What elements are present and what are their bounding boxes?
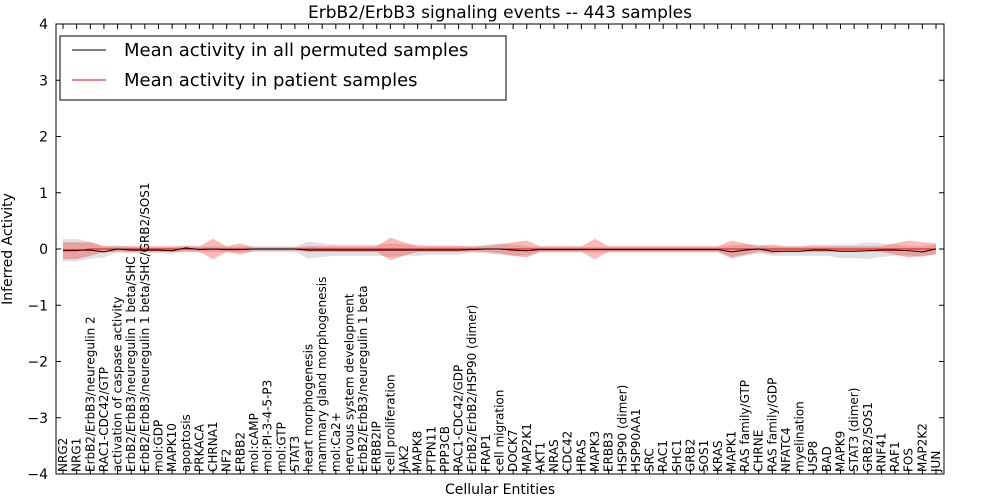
y-tick-label: −4 [27, 467, 48, 483]
x-tick-label: HSP90AA1 [629, 408, 643, 472]
x-tick-label: MAPK3 [588, 431, 602, 472]
x-tick-label: SHC1 [670, 439, 684, 472]
x-tick-label: GRB2 [683, 438, 697, 472]
x-tick-label: NRG1 [70, 438, 84, 472]
x-tick-label: heart morphogenesis [302, 344, 316, 472]
x-tick-label: RAC1 [656, 440, 670, 472]
y-tick-label: 2 [39, 130, 48, 146]
x-tick-label: ERBB2IP [370, 421, 384, 472]
x-tick-label: FOS [902, 448, 916, 472]
series-lines [63, 247, 937, 253]
y-axis-title: Inferred Activity [0, 193, 16, 305]
x-tick-label: STAT3 (dimer) [847, 388, 861, 472]
x-tick-label: nervous system development [342, 293, 356, 472]
x-tick-label: ErbB2/ErbB3/neuregulin 1 beta/SHC/GRB2/S… [138, 182, 152, 472]
x-tick-label: NRG2 [56, 438, 70, 472]
x-tick-label: AKT1 [533, 442, 547, 472]
y-tick-label: 4 [39, 17, 48, 33]
x-tick-label: myelination [793, 401, 807, 472]
y-axis: −4 −3 −2 −1 0 1 2 3 4 [27, 17, 944, 483]
x-tick-label: ErbB2/ErbB3/neuregulin 1 beta [356, 285, 370, 472]
x-tick-label: apoptosis [179, 414, 193, 472]
x-tick-label: RAF1 [888, 441, 902, 472]
x-tick-label: PPP3CB [438, 426, 452, 472]
legend-box [59, 35, 507, 101]
band-permuted [63, 238, 936, 262]
x-tick-label: HRAS [574, 439, 588, 472]
x-tick-label: MAPK1 [724, 431, 738, 472]
y-tick-label: −1 [27, 298, 48, 314]
x-tick-label: CHRNE [752, 430, 766, 472]
x-tick-label: PTPN11 [424, 426, 438, 472]
x-tick-label: MAP2K2 [915, 423, 929, 472]
x-tick-label: PRKACA [192, 423, 206, 472]
x-tick-label: mol:GDP [151, 420, 165, 472]
y-tick-label: −2 [27, 355, 48, 371]
x-tick-label: mol:cAMP [247, 413, 261, 472]
x-tick-label: ErbB2/ErbB3/neuregulin 1 beta/SHC [124, 256, 138, 472]
x-tick-label: DOCK7 [506, 429, 520, 472]
y-tick-label: 1 [39, 186, 48, 202]
confidence-bands [63, 237, 936, 262]
x-tick-label: MAPK10 [165, 423, 179, 472]
x-tick-label: MAPK9 [834, 431, 848, 472]
y-tick-label: −3 [27, 411, 48, 427]
x-axis-title: Cellular Entities [445, 482, 555, 498]
x-tick-label: ErbB2/ErbB3/neuregulin 2 [83, 316, 97, 472]
x-tick-label: USP8 [806, 441, 820, 472]
x-tick-label: mol:GTP [274, 422, 288, 472]
x-tick-label: mol:PI-3-4-5-P3 [261, 380, 275, 472]
x-tick-label: ERBB2 [233, 432, 247, 472]
chart-title: ErbB2/ErbB3 signaling events -- 443 samp… [308, 3, 692, 23]
legend-label-patient: Mean activity in patient samples [124, 70, 418, 91]
x-tick-label: FRAP1 [479, 434, 493, 472]
x-tick-label: BAD [820, 446, 834, 472]
legend-label-permuted: Mean activity in all permuted samples [124, 40, 468, 61]
x-tick-label: RAC1-CDC42/GDP [452, 365, 466, 472]
x-tick-label: HSP90 (dimer) [615, 385, 629, 472]
x-tick-label: ERBB3 [602, 432, 616, 472]
x-tick-label: cell proliferation [383, 374, 397, 472]
x-tick-label: RAS family/GTP [738, 380, 752, 472]
x-tick-label: MAP2K1 [520, 423, 534, 472]
x-tick-label: JUN [929, 451, 943, 473]
x-tick-label: GRB2/SOS1 [861, 402, 875, 472]
x-tick-label: CDC42 [561, 431, 575, 472]
legend: Mean activity in all permuted samples Me… [59, 35, 507, 101]
x-tick-label: RAC1-CDC42/GTP [97, 367, 111, 472]
x-tick-label: activation of caspase activity [111, 297, 125, 472]
x-tick-label: cell migration [493, 390, 507, 472]
x-tick-label: NF2 [220, 448, 234, 472]
line-permuted [63, 247, 937, 253]
x-tick-label: SRC [643, 448, 657, 472]
x-tick-label: mol:Ca2+ [329, 412, 343, 472]
x-tick-label: KRAS [711, 440, 725, 472]
x-tick-label: ErbB2/ErbB2/HSP90 (dimer) [465, 305, 479, 472]
x-tick-label: NRAS [547, 439, 561, 472]
x-tick-label: RNF41 [874, 433, 888, 473]
y-tick-label: 3 [39, 73, 48, 89]
x-tick-label: SOS1 [697, 440, 711, 472]
x-tick-label: CHRNA1 [206, 421, 220, 472]
x-tick-label: MAPK8 [411, 431, 425, 472]
x-axis: NRG2 NRG1 ErbB2/ErbB3/neuregulin 2 RAC1-CDC… [56, 24, 943, 474]
x-tick-label: STAT3 [288, 436, 302, 472]
x-tick-label: JAK2 [397, 445, 411, 473]
x-tick-label: mammary gland morphogenesis [315, 277, 329, 472]
y-tick-label: 0 [39, 242, 48, 258]
x-tick-label: RAS family/GDP [765, 378, 779, 472]
x-tick-label: NFATC4 [779, 427, 793, 472]
